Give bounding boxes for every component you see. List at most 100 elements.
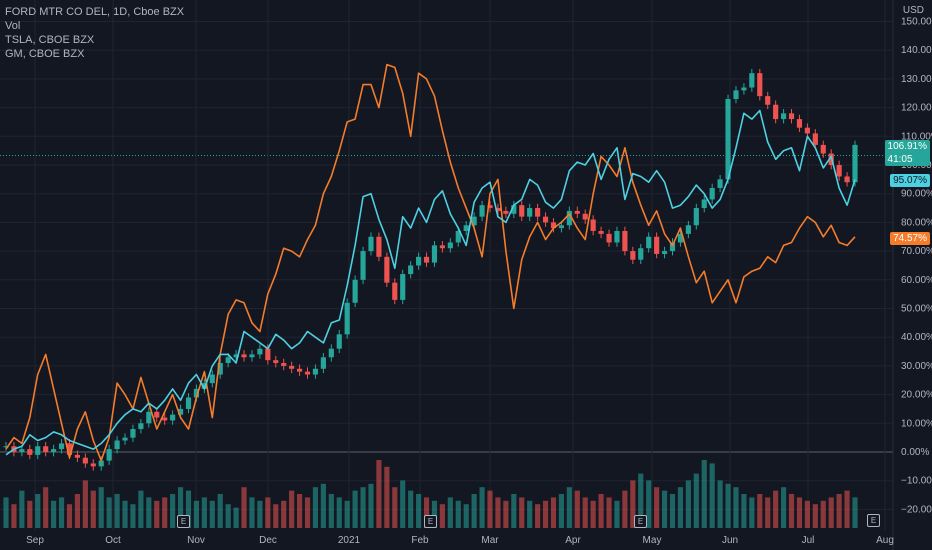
volume-bar <box>162 497 168 528</box>
x-tick-label: Feb <box>411 535 429 546</box>
y-tick-label: 40.00% <box>901 332 932 343</box>
ford-candle-body <box>106 449 112 461</box>
y-tick-label: 60.00% <box>901 275 932 286</box>
ford-candle-body <box>820 144 826 154</box>
volume-bar <box>765 497 771 528</box>
volume-bar <box>590 500 596 528</box>
volume-bar <box>558 494 564 528</box>
ford-candle-body <box>297 368 303 372</box>
y-tick-label: 10.00% <box>901 418 932 429</box>
legend-volume[interactable]: Vol <box>5 20 21 32</box>
ford-candle-body <box>495 208 501 211</box>
volume-bar <box>209 500 215 528</box>
ford-candle-body <box>146 411 152 424</box>
earnings-icon[interactable]: E <box>634 515 647 528</box>
volume-bar <box>193 500 200 528</box>
volume-bar <box>58 497 65 528</box>
volume-bar <box>3 497 9 528</box>
ford-candle-body <box>90 463 96 467</box>
ford-candle-body <box>582 213 588 220</box>
ford-candle-body <box>519 205 525 217</box>
ford-candle-body <box>35 446 41 455</box>
currency-label[interactable]: USD <box>902 5 924 16</box>
volume-bar <box>320 483 326 528</box>
earnings-icon[interactable]: E <box>177 515 190 528</box>
volume-bar <box>622 490 628 528</box>
ford-candle-body <box>447 242 453 249</box>
volume-bar <box>368 483 374 528</box>
ford-candle-body <box>58 443 65 450</box>
ford-candle-body <box>177 408 184 415</box>
ford-candle-body <box>3 446 9 448</box>
x-tick-label: Oct <box>105 535 121 546</box>
ford-candle-body <box>749 73 755 88</box>
ford-candle-body <box>685 225 691 234</box>
ford-candle-body <box>416 256 422 266</box>
volume-bar <box>19 490 25 528</box>
x-tick-label: Aug <box>876 535 894 546</box>
volume-bar <box>804 500 810 528</box>
volume-bar <box>360 487 366 528</box>
ford-candle-body <box>654 236 660 254</box>
ford-candle-body <box>51 449 57 452</box>
ford-countdown-label: 41:05 <box>887 154 913 165</box>
y-tick-label: 20.00% <box>901 390 932 401</box>
volume-bar <box>527 500 533 528</box>
tsla-price-tag: 74.57% <box>890 232 930 245</box>
grid <box>0 0 894 550</box>
earnings-icon[interactable]: E <box>867 514 880 527</box>
volume-bar <box>249 497 255 528</box>
volume-bar <box>614 500 620 528</box>
ford-candle-body <box>352 279 358 303</box>
ford-candle-body <box>788 113 795 120</box>
volume-bar <box>463 504 469 528</box>
volume-bar <box>35 494 41 528</box>
volume-bar <box>138 490 144 528</box>
volume-bar <box>289 490 295 528</box>
ford-candle-body <box>217 363 223 375</box>
legend-gm[interactable]: GM, CBOE BZX <box>5 48 85 60</box>
ford-candle-body <box>701 199 707 209</box>
legend-tsla[interactable]: TSLA, CBOE BZX <box>5 34 95 46</box>
gm-price-tag: 95.07% <box>890 174 930 187</box>
volume-bar <box>241 487 247 528</box>
ford-candle-body <box>74 454 80 458</box>
volume-bar <box>582 497 588 528</box>
ford-candle-body <box>241 354 247 358</box>
volume-bar <box>122 500 128 528</box>
ford-candle-body <box>273 360 279 364</box>
ford-candle-body <box>781 113 787 120</box>
volume-bar <box>257 500 263 528</box>
ford-candle-body <box>622 231 628 252</box>
volume-bar <box>455 500 461 528</box>
ford-candle-body <box>535 208 541 217</box>
ford-candle-body <box>598 231 604 234</box>
ford-candle-body <box>503 210 509 214</box>
ford-candle-body <box>844 176 850 183</box>
ford-candle-body <box>193 388 200 398</box>
volume-bar <box>788 494 795 528</box>
ford-candle-body <box>574 210 580 214</box>
volume-bar <box>796 497 803 528</box>
volume-bar <box>273 504 279 528</box>
ford-candle-body <box>304 371 311 375</box>
volume-bar <box>185 490 192 528</box>
ford-candle-body <box>733 90 739 99</box>
y-tick-label: 0.00% <box>901 447 929 458</box>
ford-candles <box>3 68 858 471</box>
ford-candle-body <box>27 449 33 455</box>
ford-candle-body <box>408 265 414 275</box>
volume-bar <box>201 497 207 528</box>
ford-candle-body <box>812 133 818 145</box>
volume-bar <box>114 494 120 528</box>
volume-bar <box>146 497 152 528</box>
volume-bar <box>352 490 358 528</box>
volume-bar <box>106 497 112 528</box>
legend-main-series[interactable]: FORD MTR CO DEL, 1D, Cboe BZX <box>5 6 185 18</box>
y-tick-label: 90.00% <box>901 189 932 200</box>
earnings-icon[interactable]: E <box>424 515 437 528</box>
volume-bar <box>511 494 517 528</box>
volume-bar <box>519 497 525 528</box>
